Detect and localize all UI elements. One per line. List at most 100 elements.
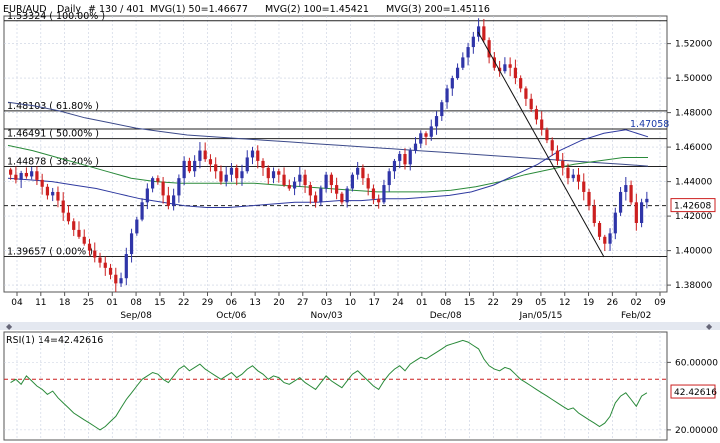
date-tick-label: 27 (297, 298, 308, 308)
rsi-current-box (670, 384, 716, 399)
candle-body (639, 202, 644, 223)
moving-averages (7, 101, 649, 208)
candle-body (324, 174, 328, 189)
date-tick-label: 04 (11, 298, 23, 308)
rsi-gridlines (4, 332, 667, 440)
price-tick-label: 1.42000 (675, 212, 712, 222)
candle-body (150, 178, 155, 189)
fib-label: 1.44878 ( 38.20% ) (7, 156, 99, 167)
candle-body (434, 116, 439, 127)
candle-body (156, 178, 160, 182)
splitter-handle-right-icon[interactable]: ◆ (706, 322, 713, 331)
date-axis: 04 11 18 25 01 08 15 22 29 06 13 20 27 03 10 17 24 01 08 15… (11, 292, 666, 321)
date-tick-label: 15 (154, 298, 165, 308)
candle-body (240, 171, 244, 179)
date-tick-label: 15 (464, 298, 475, 308)
candle-body (487, 40, 491, 58)
candlesticks (9, 18, 649, 292)
trendline-down[interactable] (477, 31, 605, 258)
candle-body (366, 178, 370, 189)
header-ma50: MVG(1) 50=1.46677 (150, 4, 248, 15)
candle-body (466, 47, 470, 58)
candle-body (166, 195, 170, 206)
candle-body (56, 191, 60, 201)
candle-body (561, 160, 565, 168)
price-tick-label: 1.48000 (675, 109, 712, 119)
candle-body (140, 202, 144, 220)
date-tick-label: 08 (130, 298, 142, 308)
date-tick-label: 01 (416, 298, 427, 308)
candle-body (424, 133, 428, 137)
candle-body (545, 129, 549, 141)
candle-body (592, 205, 596, 223)
candle-body (408, 150, 412, 165)
price-tick-label: 1.44000 (675, 178, 712, 188)
candle-body (98, 257, 102, 263)
candle-body (566, 167, 570, 179)
rsi-pane[interactable] (3, 331, 668, 441)
date-tick-label: 08 (440, 298, 452, 308)
candle-body (429, 126, 433, 137)
candle-body (455, 67, 460, 79)
fibonacci-levels: 1.53324 ( 100.00% ) 1.48103 ( 61.80% ) 1.4… (4, 11, 669, 258)
fib-label: 1.48103 ( 61.80% ) (7, 101, 99, 112)
candle-body (624, 185, 628, 192)
candle-body (319, 188, 323, 203)
candle-body (266, 167, 270, 179)
candle-body (87, 243, 92, 251)
pane-splitter[interactable] (0, 322, 720, 330)
date-tick-label: 19 (583, 298, 595, 308)
candle-body (555, 150, 560, 161)
trendlines (477, 31, 605, 258)
candle-body (350, 174, 355, 189)
candle-body (508, 64, 512, 68)
date-tick-label: 03 (321, 298, 332, 308)
candle-body (356, 167, 360, 175)
candle-body (303, 174, 307, 186)
date-tick-label: 26 (607, 298, 619, 308)
candle-body (377, 198, 381, 203)
candle-body (72, 221, 76, 230)
candle-body (540, 119, 544, 130)
price-pane[interactable] (3, 15, 668, 293)
candle-body (271, 171, 276, 179)
date-tick-label: 09 (654, 298, 666, 308)
date-tick-label: 20 (273, 298, 285, 308)
price-tick-label: 1.50000 (675, 74, 712, 84)
candle-body (513, 67, 518, 79)
candle-body (235, 167, 239, 179)
candle-body (308, 185, 312, 196)
candle-body (403, 154, 407, 165)
price-tick-label: 1.38000 (675, 281, 712, 291)
candle-body (114, 274, 118, 284)
date-tick-label: 18 (59, 298, 71, 308)
candle-body (398, 154, 402, 161)
date-tick-label: 22 (488, 298, 499, 308)
rsi-polyline (10, 339, 648, 431)
date-tick-label: 13 (249, 298, 260, 308)
candle-body (93, 250, 97, 258)
month-label: Jan/05/15 (519, 311, 563, 321)
candle-body (198, 150, 202, 161)
splitter-handle-left-icon[interactable]: ◆ (6, 322, 13, 331)
candle-body (229, 167, 234, 175)
candle-body (193, 160, 197, 172)
marked-level-label: 1.47058 (630, 119, 669, 130)
candle-body (618, 191, 623, 213)
rsi-line (10, 339, 648, 431)
date-tick-label: 11 (35, 298, 46, 308)
fib-label: 1.39657 ( 0.00% ) (7, 247, 93, 258)
candle-body (203, 150, 207, 160)
candle-body (471, 36, 475, 48)
candle-body (66, 212, 71, 222)
candle-body (124, 254, 128, 279)
candle-body (256, 150, 260, 161)
fib-label: 1.46491 ( 50.00% ) (7, 129, 99, 140)
candle-body (224, 174, 228, 182)
candle-body (440, 102, 444, 117)
candle-body (476, 26, 481, 37)
date-tick-label: 29 (202, 298, 214, 308)
candle-body (119, 278, 123, 284)
candle-body (608, 233, 612, 244)
candle-body (482, 26, 486, 41)
